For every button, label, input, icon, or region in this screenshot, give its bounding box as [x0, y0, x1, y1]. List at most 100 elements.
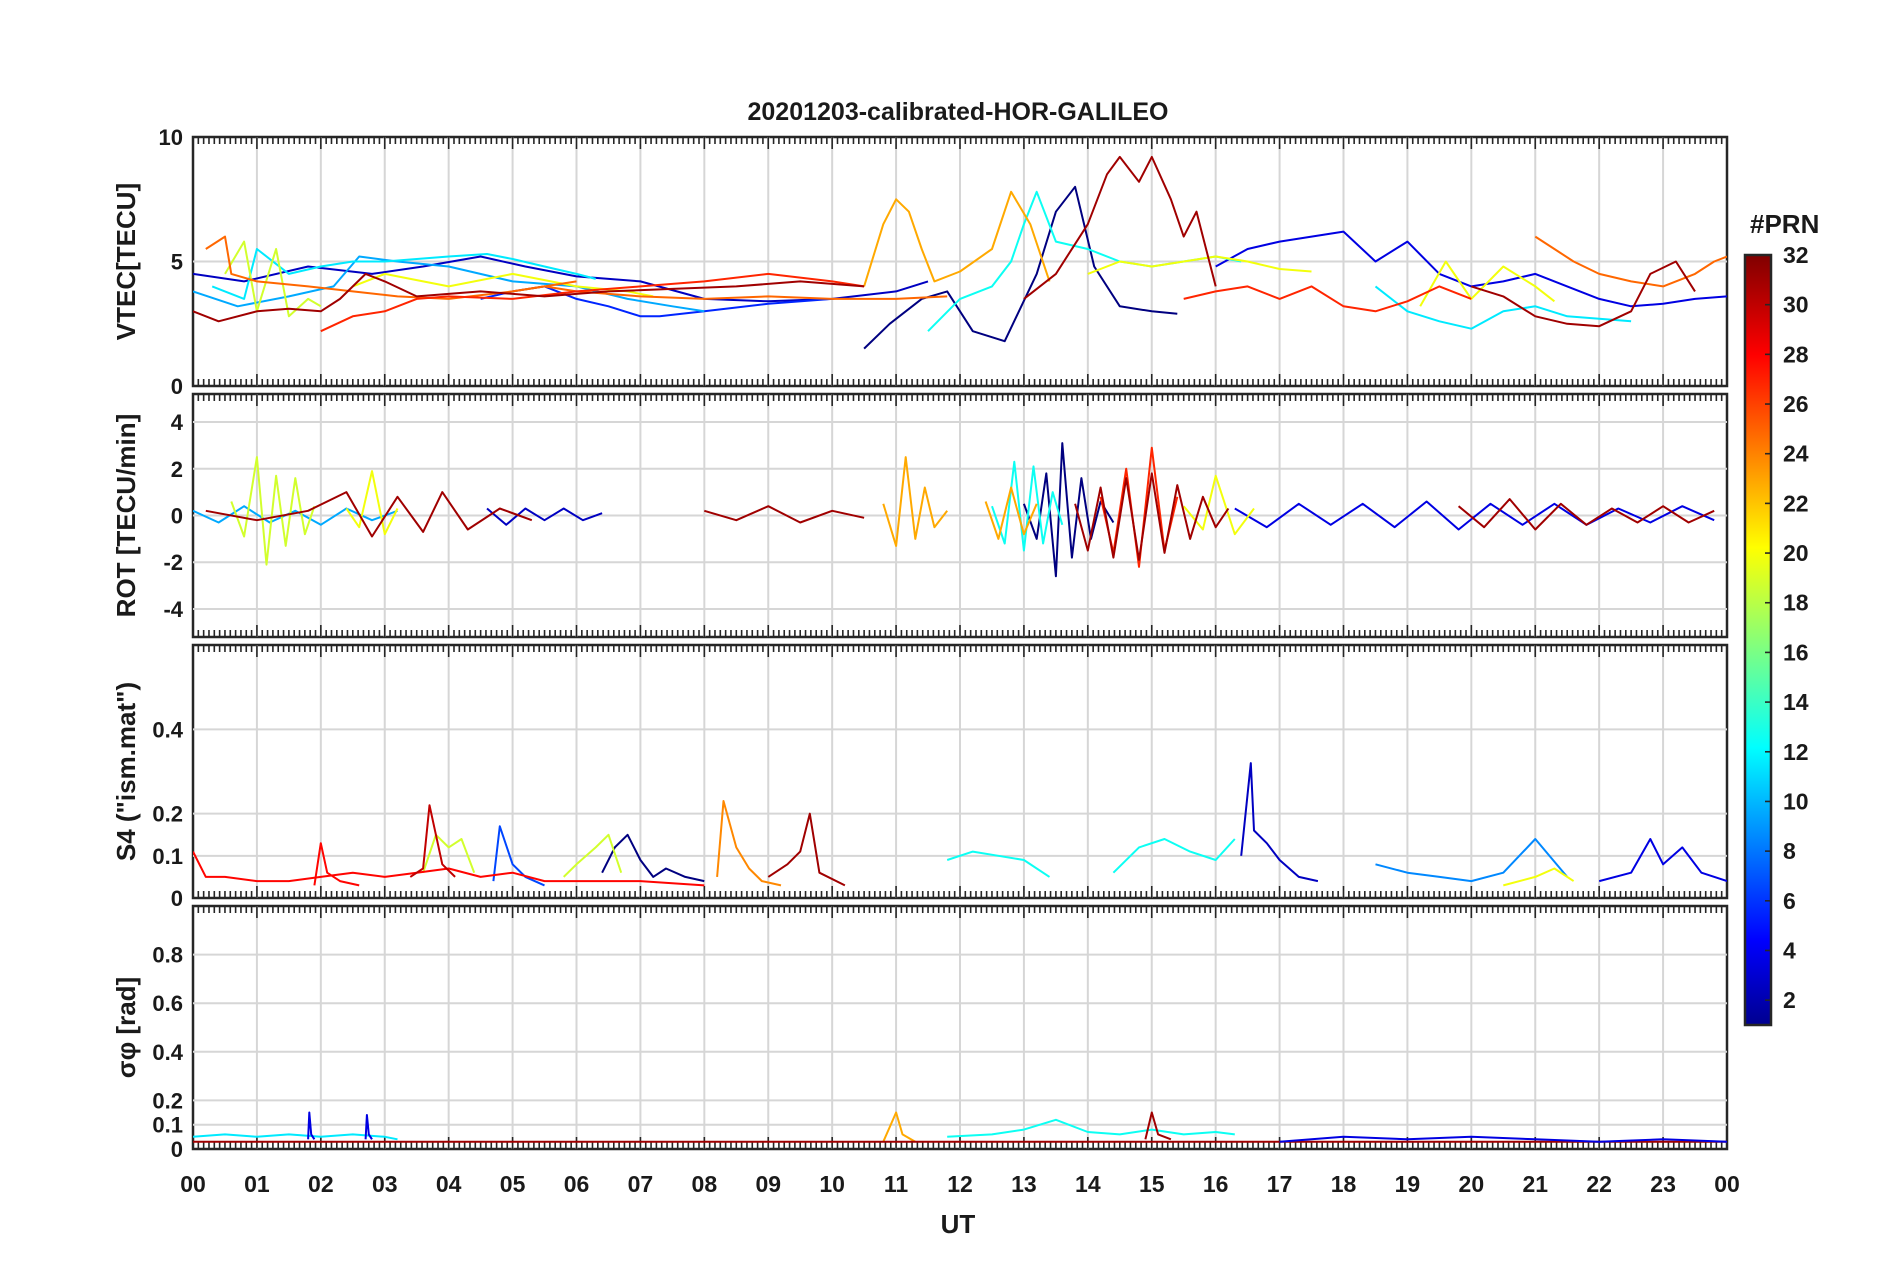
y-tick-label: 10: [159, 125, 183, 150]
x-tick-label: 14: [1075, 1171, 1101, 1197]
series-prn-28: [313, 842, 360, 887]
x-tick-label: 16: [1203, 1171, 1229, 1197]
x-tick-label: 01: [244, 1171, 270, 1197]
x-tick-label: 20: [1459, 1171, 1485, 1197]
series-prn-10: [193, 505, 398, 526]
series-prn-9: [1375, 838, 1568, 883]
y-tick-label: -2: [163, 550, 183, 575]
colorbar-tick-label: 26: [1783, 391, 1809, 417]
y-axis-label: S4 ("ism.mat"): [111, 682, 141, 861]
series-prn-20: [1182, 474, 1255, 536]
panel-s4-series: [193, 762, 1727, 887]
series-prn-25: [205, 235, 577, 300]
y-axis-label: ROT [TECU/min]: [111, 414, 141, 618]
series-prn-3: [486, 507, 603, 526]
colorbar-gradient: [1743, 253, 1773, 1027]
series-prn-23: [882, 1111, 916, 1143]
series-prn-27: [320, 272, 865, 333]
y-tick-label: 0: [171, 374, 183, 399]
y-tick-label: 0: [171, 504, 183, 529]
x-tick-label: 11: [884, 1171, 909, 1197]
x-tick-label: 13: [1011, 1171, 1037, 1197]
series-prn-19: [224, 240, 322, 318]
panel-vtec-series: [193, 155, 1727, 350]
x-tick-label: 21: [1522, 1171, 1548, 1197]
series-prn-12: [1374, 285, 1632, 330]
series-prn-24: [716, 800, 782, 887]
figure-title: 20201203-calibrated-HOR-GALILEO: [748, 98, 1169, 126]
colorbar-tick-label: 16: [1783, 639, 1809, 665]
x-tick-label: 15: [1139, 1171, 1165, 1197]
colorbar-tick-label: 6: [1783, 888, 1796, 914]
series-prn-25: [1534, 235, 1727, 288]
colorbar-tick-label: 14: [1783, 689, 1809, 715]
colorbar-tick-label: 8: [1783, 838, 1796, 864]
series-prn-1: [863, 185, 1178, 350]
series-prn-13: [1112, 838, 1236, 874]
x-tick-label: 03: [372, 1171, 398, 1197]
series-prn-19: [422, 833, 476, 874]
x-tick-label: 23: [1650, 1171, 1676, 1197]
series-prn-31: [1471, 260, 1696, 328]
x-tick-label: 07: [628, 1171, 654, 1197]
y-tick-label: 0.2: [152, 1088, 183, 1113]
series-prn-4: [364, 1114, 373, 1140]
y-tick-label: 0: [171, 1137, 183, 1162]
panel-rot-series: [193, 442, 1715, 578]
colorbar-tick-label: 4: [1783, 937, 1796, 963]
series-prn-25: [512, 285, 948, 300]
colorbar-tick-label: 18: [1783, 590, 1809, 616]
x-tick-label: 10: [819, 1171, 845, 1197]
colorbar-tick-label: 12: [1783, 739, 1809, 765]
series-prn-31: [767, 812, 846, 887]
series-prn-31: [1457, 498, 1715, 531]
series-prn-4: [1279, 1135, 1727, 1143]
series-prn-7: [492, 825, 545, 887]
series-prn-13: [946, 850, 1051, 878]
x-tick-label: 22: [1586, 1171, 1612, 1197]
x-tick-label: 00: [1714, 1171, 1740, 1197]
series-prn-31: [1144, 1111, 1172, 1141]
colorbar-tick-label: 22: [1783, 490, 1809, 516]
series-prn-19: [562, 833, 623, 878]
y-tick-label: 0.4: [152, 717, 183, 742]
colorbar-tick-label: 28: [1783, 341, 1809, 367]
series-prn-10: [193, 255, 705, 313]
series-prn-31: [1074, 472, 1230, 561]
y-tick-label: 0.6: [152, 991, 183, 1016]
x-tick-label: 19: [1395, 1171, 1421, 1197]
panel-rot: -4 -2 0 2 4 ROT [TECU/min]: [111, 392, 1729, 639]
series-prn-12: [193, 1133, 398, 1141]
x-axis-label: UT: [941, 1209, 976, 1239]
panel-s4: 0 0.1 0.2 0.4 S4 ("ism.mat"): [111, 643, 1729, 911]
y-tick-label: 4: [171, 410, 184, 435]
x-tick-label: 00: [180, 1171, 206, 1197]
series-prn-1: [601, 833, 705, 883]
y-tick-label: 0.2: [152, 802, 183, 827]
colorbar-tick-label: 2: [1783, 987, 1796, 1013]
y-axis-label: σφ [rad]: [111, 977, 141, 1078]
y-tick-label: -4: [163, 597, 183, 622]
series-prn-31: [704, 505, 865, 524]
colorbar-tick-label: 20: [1783, 540, 1809, 566]
x-tick-label: 08: [692, 1171, 718, 1197]
x-tick-labels: 00 01 02 03 04 05 06 07 08 09 10 11 12 13 14 15 16 17 18 19…: [180, 1171, 1740, 1197]
series-prn-27: [1183, 285, 1472, 313]
panel-sigma_phi-series: [193, 1111, 1727, 1143]
series-prn-4: [1598, 838, 1727, 883]
series-prn-20: [1419, 260, 1556, 307]
x-tick-label: 12: [947, 1171, 973, 1197]
series-prn-12: [211, 248, 596, 300]
colorbar-tick-label: 30: [1783, 292, 1809, 318]
y-tick-label: 2: [171, 457, 183, 482]
series-prn-20: [345, 470, 399, 536]
x-tick-label: 17: [1267, 1171, 1293, 1197]
y-tick-label: 5: [171, 250, 183, 275]
y-tick-label: 0.1: [152, 844, 183, 869]
series-prn-4: [307, 1111, 316, 1140]
series-prn-13: [991, 460, 1064, 552]
